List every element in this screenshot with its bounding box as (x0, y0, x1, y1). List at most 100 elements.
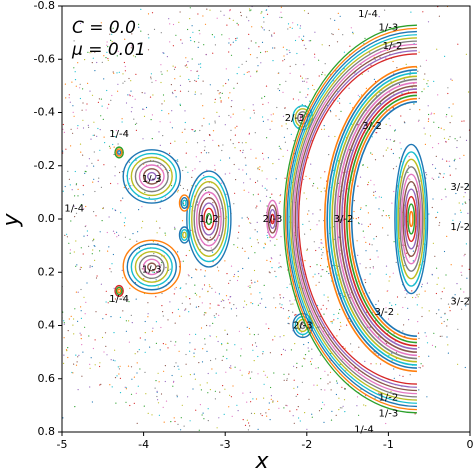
orbit-point (251, 282, 253, 284)
orbit-point (385, 273, 387, 275)
orbit-point (305, 96, 307, 98)
orbit-point (245, 60, 247, 63)
orbit-point (134, 98, 136, 100)
orbit-point (102, 318, 104, 320)
orbit-point (254, 342, 257, 344)
island-label: 3/-2 (374, 307, 394, 318)
orbit-point (113, 146, 115, 148)
orbit-point (264, 51, 267, 53)
orbit-point (279, 297, 281, 299)
orbit-point (216, 266, 219, 268)
orbit-point (280, 6, 282, 8)
orbit-point (369, 223, 371, 225)
orbit-point (106, 41, 108, 43)
orbit-point (308, 220, 310, 222)
orbit-point (378, 392, 380, 394)
orbit-point (421, 91, 423, 93)
orbit-point (386, 342, 388, 344)
orbit-point (103, 136, 105, 138)
orbit-point (428, 310, 430, 312)
orbit-point (369, 258, 371, 260)
orbit-point (153, 271, 155, 273)
orbit-point (128, 161, 131, 163)
orbit-point (194, 130, 196, 132)
orbit-point (302, 39, 305, 41)
torus (198, 196, 220, 241)
orbit-point (213, 315, 215, 317)
orbit-point (459, 221, 461, 223)
orbit-point (179, 103, 181, 105)
orbit-point (369, 273, 371, 275)
orbit-point (336, 41, 339, 43)
x-tick-label: -5 (57, 438, 68, 451)
orbit-point (171, 110, 173, 112)
orbit-point (269, 196, 271, 199)
orbit-point (416, 304, 418, 306)
orbit-point (281, 125, 283, 127)
torus (122, 149, 182, 204)
orbit-point (341, 386, 343, 388)
orbit-point (303, 178, 305, 180)
orbit-point (72, 111, 74, 113)
orbit-point (222, 299, 224, 301)
orbit-point (191, 176, 193, 178)
orbit-point (164, 234, 167, 236)
orbit-point (180, 39, 182, 41)
orbit-point (165, 266, 167, 268)
orbit-point (362, 164, 364, 166)
orbit-point (111, 386, 113, 388)
orbit-point (352, 33, 354, 35)
orbit-point (284, 349, 286, 351)
orbit-point (390, 390, 392, 393)
orbit-point (226, 349, 228, 351)
orbit-point (333, 319, 335, 321)
orbit-point (318, 220, 320, 222)
orbit-point (175, 34, 177, 36)
orbit-point (102, 118, 104, 120)
orbit-point (230, 129, 232, 131)
orbit-point (189, 420, 191, 422)
orbit-point (330, 389, 332, 391)
orbit-point (241, 374, 243, 376)
orbit-point (418, 366, 420, 369)
orbit-point (335, 115, 337, 117)
orbit-point (357, 217, 360, 219)
orbit-point (161, 103, 163, 105)
orbit-point (292, 98, 294, 100)
orbit-point (385, 149, 387, 151)
orbit-point (123, 186, 125, 189)
orbit-point (446, 319, 449, 321)
orbit-point (410, 11, 412, 13)
orbit-point (100, 98, 102, 100)
orbit-point (73, 205, 75, 207)
orbit-point (121, 121, 123, 123)
orbit-point (394, 340, 396, 342)
orbit-point (202, 412, 204, 414)
orbit-point (133, 376, 135, 378)
orbit-point (373, 351, 375, 353)
orbit-point (248, 20, 250, 22)
orbit-point (424, 143, 426, 145)
orbit-point (240, 15, 242, 17)
orbit-point (116, 236, 118, 238)
orbit-point (162, 343, 164, 345)
orbit-point (196, 70, 198, 72)
orbit-point (75, 265, 77, 267)
orbit-point (427, 105, 429, 107)
orbit-point (320, 177, 322, 179)
orbit-point (370, 64, 372, 66)
orbit-point (142, 108, 144, 110)
orbit-point (205, 54, 207, 56)
island-label: 3/-2 (334, 214, 354, 225)
orbit-point (452, 296, 454, 298)
orbit-point (99, 384, 101, 386)
orbit-point (443, 250, 446, 253)
orbit-point (93, 245, 95, 247)
orbit-point (445, 274, 447, 276)
orbit-point (80, 247, 82, 249)
orbit-point (461, 274, 463, 276)
orbit-point (438, 126, 440, 129)
orbit-point (101, 105, 103, 107)
orbit-point (92, 181, 94, 183)
orbit-point (444, 188, 446, 190)
